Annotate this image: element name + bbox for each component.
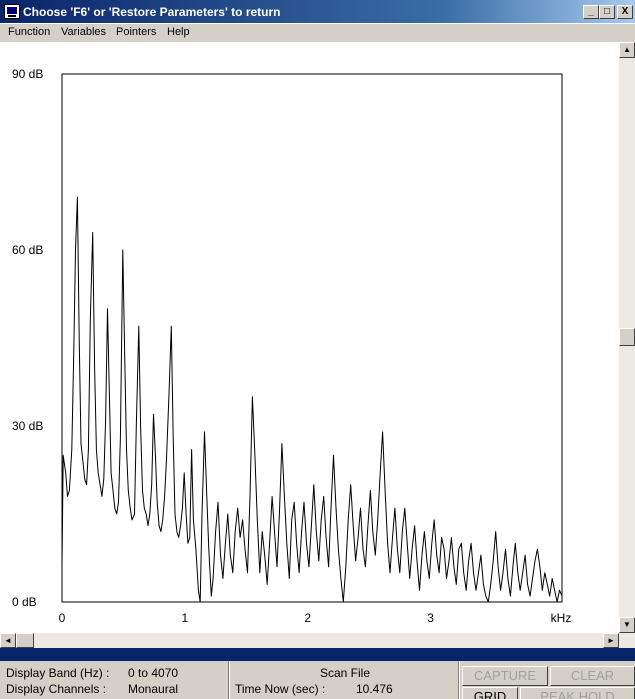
divider-bar <box>0 648 635 661</box>
horizontal-scroll-thumb[interactable] <box>16 633 34 648</box>
menu-bar: Function Variables Pointers Help <box>0 24 635 42</box>
spectrum-line-0 <box>61 196 563 603</box>
display-channels-value: Monaural <box>128 682 179 696</box>
spectrum-chart: 0 dB 30 dB 60 dB 90 dB 0 1 2 3 kHz <box>12 67 572 625</box>
time-now-label: Time Now (sec) : <box>235 682 326 696</box>
x-axis-ticks: 0 1 2 3 <box>59 611 435 625</box>
clear-button[interactable]: CLEAR <box>550 666 635 686</box>
horizontal-scrollbar[interactable]: ◄ ► <box>0 633 635 648</box>
title-bar[interactable]: Choose 'F6' or 'Restore Parameters' to r… <box>0 0 635 24</box>
peak-hold-button[interactable]: PEAK HOLD <box>520 687 635 699</box>
menu-help[interactable]: Help <box>167 26 190 38</box>
grid-button[interactable]: GRID <box>462 687 518 699</box>
menu-variables[interactable]: Variables <box>61 26 107 38</box>
x-axis-label: kHz <box>551 611 572 625</box>
x-tick-label: 0 <box>59 611 66 625</box>
status-separator <box>228 661 230 699</box>
x-tick-label: 1 <box>182 611 189 625</box>
y-tick-label: 0 dB <box>12 595 37 609</box>
display-band-value: 0 to 4070 <box>128 666 179 680</box>
scroll-right-button[interactable]: ► <box>603 633 619 648</box>
status-panel: Display Band (Hz) : 0 to 4070 Display Ch… <box>0 661 635 699</box>
time-now-value: 10.476 <box>356 682 393 696</box>
capture-button[interactable]: CAPTURE <box>462 666 548 686</box>
scroll-up-button[interactable]: ▲ <box>619 42 635 58</box>
display-channels-label: Display Channels : <box>6 682 107 696</box>
x-tick-label: 2 <box>304 611 311 625</box>
close-button[interactable]: X <box>617 5 633 19</box>
display-band-label: Display Band (Hz) : <box>6 666 110 680</box>
spectrum-display-area: 0 dB 30 dB 60 dB 90 dB 0 1 2 3 kHz <box>0 42 619 633</box>
spectrum-series <box>61 196 563 603</box>
window-title: Choose 'F6' or 'Restore Parameters' to r… <box>23 5 281 19</box>
menu-function[interactable]: Function <box>8 26 51 38</box>
minimize-button[interactable]: _ <box>583 5 599 19</box>
scroll-down-button[interactable]: ▼ <box>619 617 635 633</box>
y-axis-ticks: 0 dB 30 dB 60 dB 90 dB <box>12 67 43 609</box>
vertical-scrollbar[interactable]: ▲ ▼ <box>619 42 635 633</box>
app-icon[interactable] <box>4 4 20 19</box>
menu-pointers[interactable]: Pointers <box>116 26 157 38</box>
vertical-scroll-thumb[interactable] <box>619 328 635 346</box>
maximize-button[interactable]: □ <box>599 5 615 19</box>
scan-file-label: Scan File <box>320 666 371 680</box>
y-tick-label: 60 dB <box>12 243 43 257</box>
x-tick-label: 3 <box>427 611 434 625</box>
scroll-left-button[interactable]: ◄ <box>0 633 16 648</box>
status-separator <box>458 661 460 699</box>
y-tick-label: 90 dB <box>12 67 43 81</box>
y-tick-label: 30 dB <box>12 419 43 433</box>
